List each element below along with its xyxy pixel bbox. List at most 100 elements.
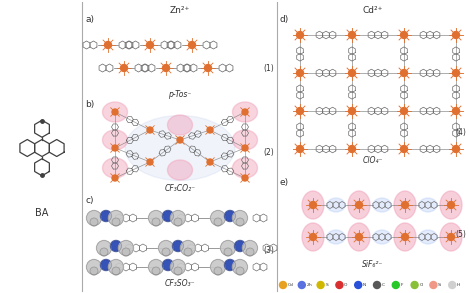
Circle shape [122,248,130,256]
Circle shape [355,282,362,289]
Circle shape [207,159,213,165]
Text: c): c) [85,196,93,205]
Text: (3): (3) [263,246,274,255]
Ellipse shape [348,191,370,219]
Circle shape [146,42,153,49]
Circle shape [184,248,192,256]
Circle shape [159,241,174,255]
Text: (4): (4) [455,127,466,137]
Circle shape [310,234,317,241]
Circle shape [411,282,418,289]
Circle shape [401,234,408,241]
Circle shape [234,241,245,251]
Text: Zn: Zn [307,283,312,287]
Circle shape [401,146,408,152]
Text: (1): (1) [263,64,274,72]
Circle shape [447,202,454,209]
Text: b): b) [85,100,94,109]
Circle shape [86,260,101,275]
Circle shape [177,137,183,143]
Circle shape [97,241,112,255]
Circle shape [453,146,460,152]
Circle shape [171,210,186,226]
Circle shape [119,241,134,255]
Circle shape [86,210,101,226]
Ellipse shape [103,130,128,150]
Circle shape [296,32,303,38]
Circle shape [112,175,118,181]
Circle shape [225,260,235,270]
Circle shape [242,109,248,115]
Circle shape [112,109,118,115]
Circle shape [214,267,222,275]
Text: CF₃SO₃⁻: CF₃SO₃⁻ [165,279,195,288]
Ellipse shape [419,230,437,244]
Circle shape [242,145,248,151]
Circle shape [392,282,399,289]
Ellipse shape [440,191,462,219]
Circle shape [373,282,380,289]
Circle shape [173,241,183,251]
Circle shape [453,108,460,115]
Text: (5): (5) [455,231,466,239]
Circle shape [174,267,182,275]
Circle shape [242,175,248,181]
Text: F: F [401,283,403,287]
Ellipse shape [327,198,345,212]
Circle shape [401,69,408,76]
Ellipse shape [103,158,128,178]
Circle shape [171,260,186,275]
Circle shape [296,108,303,115]
Circle shape [90,218,98,226]
Text: Zn²⁺: Zn²⁺ [170,6,190,15]
Circle shape [112,267,120,275]
Circle shape [147,127,153,133]
Circle shape [147,159,153,165]
Text: BA: BA [35,208,49,218]
Circle shape [100,210,112,222]
Circle shape [453,32,460,38]
Circle shape [401,202,408,209]
Text: Cd²⁺: Cd²⁺ [363,6,383,15]
Circle shape [112,218,120,226]
Text: Cl: Cl [419,283,424,287]
Circle shape [90,267,98,275]
Ellipse shape [233,158,257,178]
Ellipse shape [440,223,462,251]
Circle shape [152,218,160,226]
Circle shape [204,64,212,71]
Circle shape [207,127,213,133]
Circle shape [152,267,160,275]
Circle shape [453,69,460,76]
Circle shape [162,260,174,270]
Ellipse shape [125,115,235,180]
Text: a): a) [85,15,94,24]
Circle shape [100,248,108,256]
Text: O: O [344,283,348,287]
Circle shape [108,260,123,275]
Circle shape [220,241,235,255]
Ellipse shape [103,102,128,122]
Circle shape [356,202,363,209]
Circle shape [310,202,317,209]
Circle shape [105,42,112,49]
Ellipse shape [167,160,192,180]
Circle shape [100,260,112,270]
Circle shape [449,282,456,289]
Circle shape [242,241,257,255]
Ellipse shape [373,198,391,212]
Circle shape [236,267,244,275]
Circle shape [111,241,121,251]
Circle shape [149,210,164,226]
Text: CF₃CO₂⁻: CF₃CO₂⁻ [165,184,196,193]
Circle shape [296,69,303,76]
Text: H: H [457,283,460,287]
Ellipse shape [167,115,192,135]
Text: (2): (2) [263,149,274,158]
Text: p-Tos⁻: p-Tos⁻ [168,90,192,99]
Circle shape [298,282,305,289]
Circle shape [181,241,196,255]
Circle shape [348,69,356,76]
Ellipse shape [373,230,391,244]
Circle shape [233,260,248,275]
